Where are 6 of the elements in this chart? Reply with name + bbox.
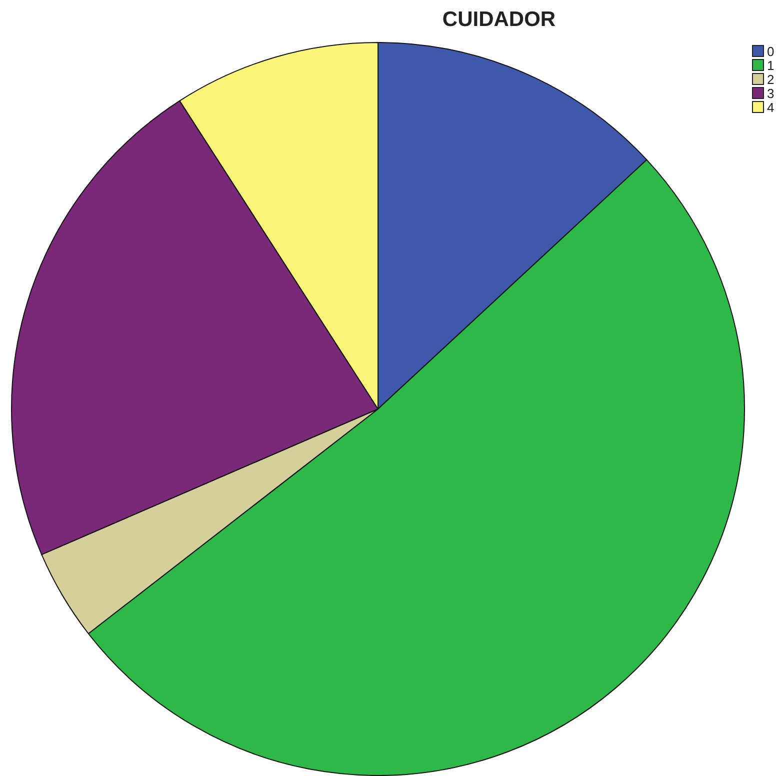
slice-label: 1 — [767, 58, 774, 72]
legend-label: 3 — [767, 86, 774, 100]
legend-label: 2 — [767, 72, 774, 86]
legend-label: 0 — [767, 44, 774, 58]
legend-label: 4 — [767, 100, 774, 114]
chart-title: CUIDADOR — [441, 8, 557, 32]
